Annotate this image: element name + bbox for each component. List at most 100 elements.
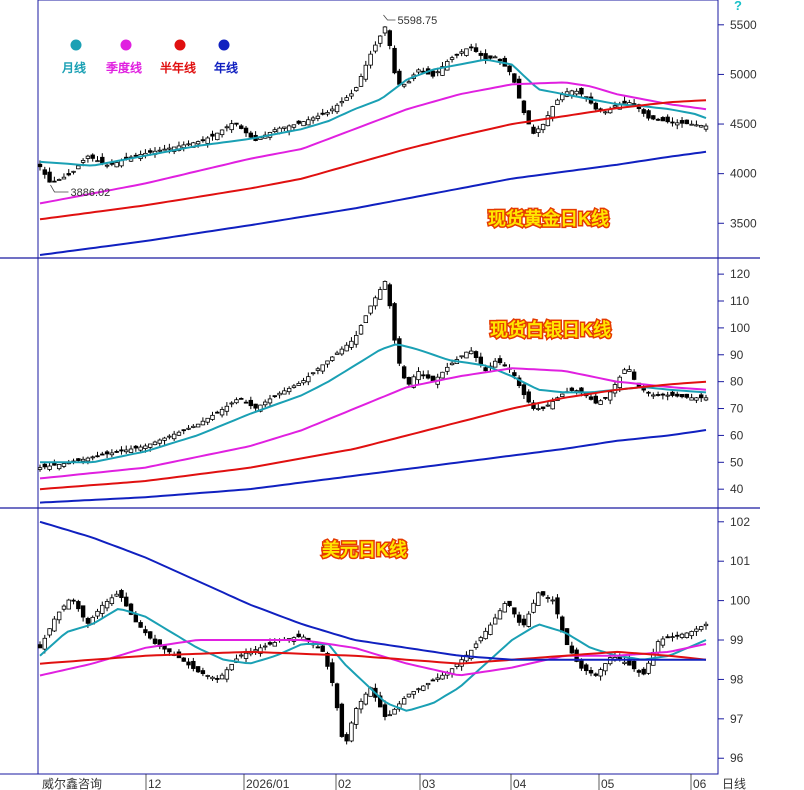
- candle-body: [387, 714, 392, 717]
- candle-body: [593, 102, 598, 110]
- candle-body: [47, 171, 52, 183]
- candle-body: [699, 626, 704, 631]
- candle-body: [219, 409, 225, 416]
- candle-body: [330, 356, 335, 361]
- legend-item-quarter[interactable]: 季度线: [105, 39, 142, 76]
- candle-body: [469, 649, 474, 659]
- candle-body: [80, 605, 86, 618]
- candle-body: [344, 97, 349, 101]
- candle-body: [382, 281, 388, 290]
- candle-body: [334, 683, 340, 709]
- candle-body: [95, 455, 100, 458]
- candle-body: [205, 137, 210, 144]
- candle-body: [339, 101, 345, 104]
- candle-body: [512, 607, 517, 615]
- x-tick-label: 05: [601, 777, 615, 790]
- candle-body: [330, 662, 335, 683]
- candle-body: [540, 123, 546, 131]
- candle-body: [679, 394, 685, 398]
- candle-body: [128, 603, 134, 615]
- candle-body: [52, 618, 57, 632]
- candle-body: [152, 638, 158, 644]
- candle-body: [100, 604, 105, 614]
- legend-item-year[interactable]: 年线: [214, 39, 238, 76]
- candle-body: [325, 360, 330, 365]
- silver-ma-month: [40, 343, 707, 464]
- candle-body: [234, 122, 239, 125]
- candle-body: [157, 149, 162, 152]
- y-tick-label: 102: [730, 515, 750, 529]
- candle-body: [186, 143, 191, 146]
- candle-body: [478, 637, 484, 642]
- candle-body: [325, 652, 330, 667]
- candle-body: [497, 610, 503, 620]
- candle-body: [291, 385, 297, 388]
- candle-body: [526, 110, 531, 125]
- candle-body: [195, 141, 201, 145]
- candle-body: [339, 348, 345, 355]
- candle-body: [296, 633, 301, 638]
- candle-body: [550, 106, 555, 118]
- candle-body: [258, 647, 263, 654]
- candle-body: [258, 404, 263, 412]
- candle-body: [675, 393, 680, 397]
- candle-body: [392, 708, 397, 715]
- candle-body: [670, 121, 675, 124]
- candle-body: [469, 350, 474, 355]
- candle-body: [694, 124, 699, 127]
- candle-body: [516, 614, 522, 623]
- candle-body: [210, 133, 215, 137]
- candle-body: [239, 125, 244, 129]
- candle-body: [124, 596, 129, 607]
- candle-body: [631, 371, 637, 380]
- legend-year-marker: [218, 39, 230, 51]
- candle-body: [272, 642, 277, 647]
- candle-body: [536, 128, 541, 134]
- candle-body: [138, 446, 143, 451]
- candle-body: [531, 602, 536, 613]
- candle-body: [66, 599, 71, 610]
- candle-body: [100, 156, 105, 164]
- dollar-ma-quarter: [39, 639, 707, 677]
- candle-body: [684, 393, 690, 398]
- candle-body: [71, 599, 76, 602]
- candle-body: [531, 402, 536, 409]
- candle-body: [80, 160, 86, 163]
- silver-candles: [37, 280, 709, 472]
- candle-body: [536, 408, 541, 410]
- candle-body: [61, 463, 67, 467]
- legend-item-month[interactable]: 月线: [61, 39, 86, 76]
- candle-body: [215, 411, 220, 414]
- annotation-leader: [383, 14, 396, 21]
- candle-body: [114, 451, 119, 453]
- candle-body: [224, 405, 230, 412]
- candle-body: [507, 65, 512, 73]
- candle-body: [66, 173, 71, 176]
- candle-body: [464, 351, 469, 359]
- candle-body: [229, 402, 234, 405]
- candle-body: [133, 154, 139, 157]
- y-tick-label: 120: [730, 267, 750, 281]
- candle-body: [440, 66, 445, 76]
- candle-body: [646, 110, 651, 119]
- candle-body: [349, 722, 354, 742]
- candle-body: [473, 351, 479, 358]
- help-icon[interactable]: ?: [734, 0, 742, 13]
- y-tick-label: 5000: [730, 67, 757, 81]
- candle-body: [646, 391, 651, 394]
- candle-body: [694, 397, 699, 401]
- candle-body: [540, 406, 546, 409]
- candle-body: [512, 73, 517, 83]
- legend-item-halfyear[interactable]: 半年线: [160, 39, 196, 76]
- candle-body: [464, 48, 469, 56]
- candle-body: [459, 355, 464, 358]
- dollar-panel: 96 97 98 99 100 101 102: [37, 515, 750, 765]
- x-axis: 12 2026/01 02 03 04 05 06: [145, 774, 707, 790]
- candle-body: [296, 383, 301, 386]
- gold-ma-halfyear: [39, 99, 707, 221]
- candle-body: [694, 628, 699, 632]
- candle-body: [128, 448, 134, 453]
- x-tick-label: 06: [693, 777, 707, 790]
- candle-body: [306, 376, 311, 383]
